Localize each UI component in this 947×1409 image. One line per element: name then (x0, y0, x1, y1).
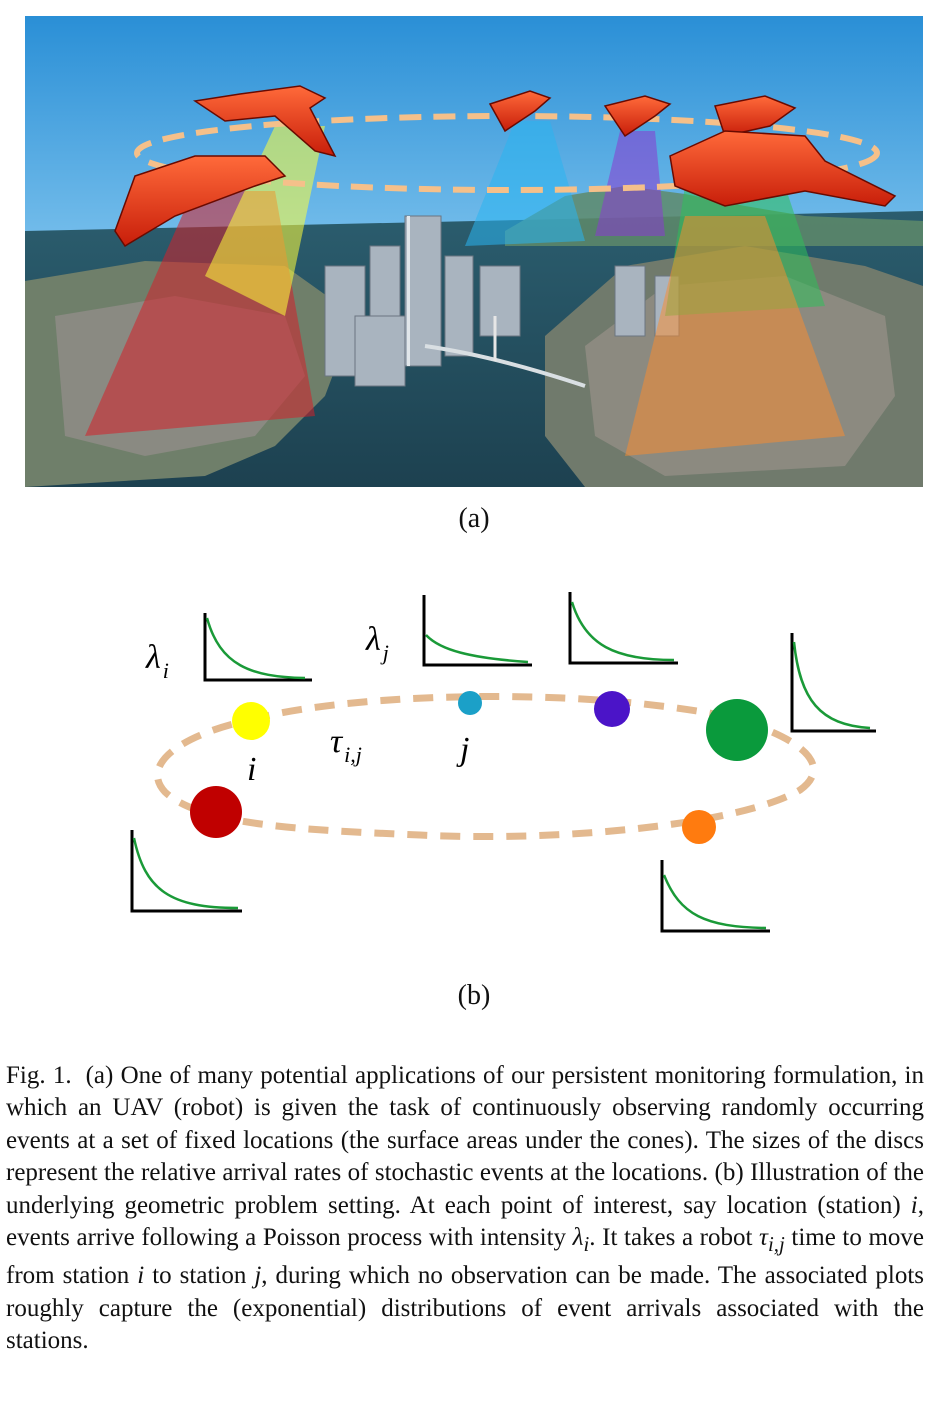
caption-math-i: i (910, 1191, 918, 1219)
caption-text-1: (a) One of many potential applications o… (6, 1062, 924, 1219)
route-loop (154, 693, 817, 841)
caption-text-2: , events arrive following a Poisson proc… (6, 1191, 924, 1252)
subfigure-a-label: (a) (458, 503, 490, 534)
lambda-i-subscript: i (163, 658, 169, 683)
station-green (706, 699, 768, 761)
plot-axes-yellow (203, 613, 312, 682)
plot-curve-red (132, 837, 239, 910)
station-j-label: j (456, 731, 469, 768)
station-cyan (458, 691, 482, 715)
svg-text:λi: λi (145, 639, 169, 683)
svg-text:λj: λj (365, 621, 389, 665)
plot-curve-cyan (425, 634, 529, 664)
station-yellow (232, 702, 270, 740)
tau-symbol: τ (330, 723, 344, 760)
station-i-label: i (247, 751, 256, 788)
caption-math-i-2: i (137, 1262, 145, 1290)
caption-text-6: , during which no observation can be mad… (6, 1262, 925, 1355)
plot-axes-orange (660, 860, 770, 933)
tau-subscript: i,j (344, 742, 362, 767)
caption-math-j: j (254, 1262, 262, 1290)
plot-curve-purple (570, 601, 675, 662)
plot-axes-red (130, 830, 242, 913)
caption-math-lambda-sub: i (583, 1232, 590, 1257)
plot-curve-green (792, 641, 871, 730)
plot-axes-cyan (422, 595, 532, 667)
caption-math-tau: τ (759, 1224, 768, 1252)
plot-curve-yellow (205, 617, 306, 680)
lambda-j-symbol: λ (365, 621, 381, 658)
caption-text-3: . It takes a robot (589, 1224, 760, 1252)
svg-text:τi,j: τi,j (330, 723, 362, 767)
lambda-j-subscript: j (380, 640, 389, 665)
station-red (190, 786, 242, 838)
plot-curve-orange (662, 874, 767, 930)
lambda-i-symbol: λ (145, 639, 161, 676)
uav-city-scene-image (25, 16, 923, 487)
caption-fig-label: Fig. 1. (6, 1062, 72, 1089)
plot-axes-green (790, 633, 876, 733)
caption-math-tau-sub: i,j (768, 1232, 785, 1257)
figure-caption: Fig. 1. (a) One of many potential applica… (6, 1060, 924, 1358)
problem-setting-diagram: λi λj τi,j i j (130, 592, 876, 933)
caption-math-lambda: λ (572, 1224, 584, 1252)
station-purple (594, 691, 630, 727)
caption-text-4: time to move from station (6, 1224, 925, 1290)
plot-axes-purple (568, 592, 678, 665)
subfigure-b-label: (b) (457, 980, 491, 1011)
station-orange (682, 810, 716, 844)
caption-text-5: to station (144, 1262, 255, 1290)
